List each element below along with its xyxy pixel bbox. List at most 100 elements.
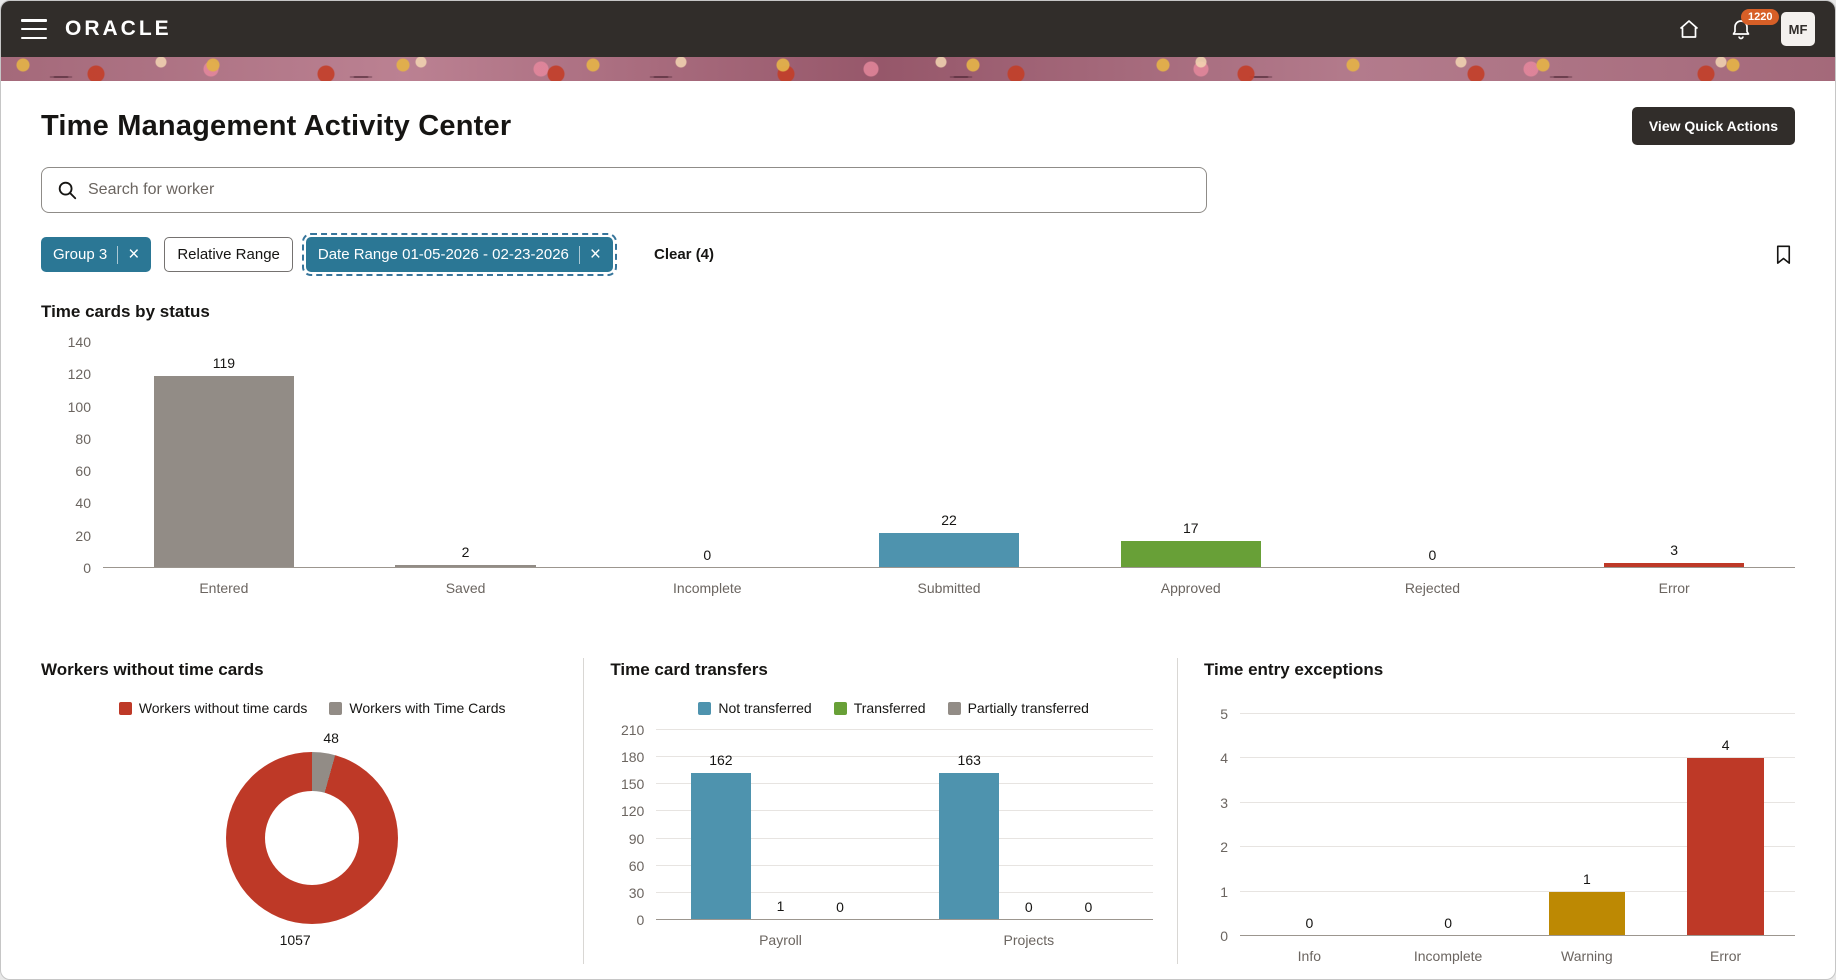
gridline <box>656 810 1153 812</box>
bar-value-label: 0 <box>1444 915 1453 931</box>
legend-label: Transferred <box>853 700 926 716</box>
y-tick-label: 3 <box>1220 794 1228 811</box>
gridline <box>656 891 1153 893</box>
y-tick-label: 120 <box>67 366 91 383</box>
bar-slot: 0 <box>810 730 870 920</box>
bar-slot: 119 <box>153 342 294 568</box>
bar-warning[interactable] <box>1548 891 1626 936</box>
bar-slot: 0 <box>999 730 1059 920</box>
x-category-label: Rejected <box>1404 580 1461 596</box>
bar-error[interactable] <box>1604 563 1745 568</box>
bottom-charts-row: Workers without time cards Workers witho… <box>41 658 1795 979</box>
bar-projects[interactable] <box>939 772 1000 920</box>
x-axis-spacer <box>610 920 656 948</box>
bar-slot: 3 <box>1604 342 1745 568</box>
x-category-label: Entered <box>199 580 249 596</box>
y-tick-label: 0 <box>1220 928 1228 944</box>
y-tick-label: 5 <box>1220 706 1228 722</box>
workers-without-time-cards-chart: Workers without time cards Workers with T… <box>41 700 583 948</box>
category-projects: 163 0 0 <box>905 730 1153 920</box>
legend-label: Not transferred <box>718 700 812 716</box>
legend-item: Transferred <box>833 700 926 716</box>
categories: 119 2 0 22 17 0 3 <box>103 342 1795 568</box>
gridline <box>1239 757 1795 759</box>
bar-value-label: 0 <box>1024 899 1033 915</box>
legend-item: Not transferred <box>698 700 812 716</box>
category-rejected: 0 <box>1312 342 1554 568</box>
bar-value-label: 2 <box>461 543 470 560</box>
donut-area: 48 1057 <box>41 730 583 948</box>
donut-ring[interactable] <box>226 752 399 924</box>
x-category-label: Incomplete <box>673 580 742 596</box>
axis-baseline <box>656 919 1153 920</box>
axis-baseline <box>1239 935 1795 936</box>
y-tick-label: 0 <box>83 560 91 576</box>
view-quick-actions-button[interactable]: View Quick Actions <box>1631 107 1795 145</box>
y-tick-label: 120 <box>620 803 645 820</box>
bar-payroll[interactable] <box>691 773 751 920</box>
legend-swatch <box>947 701 961 715</box>
bar-entered[interactable] <box>153 375 294 568</box>
search-input[interactable] <box>88 181 1192 199</box>
filters-row: Group 3 × Relative Range Date Range 01-0… <box>41 233 1795 276</box>
plot-area: 162 1 0 163 0 0 <box>656 729 1153 920</box>
section-title-time-card-transfers: Time card transfers <box>610 660 768 679</box>
chip-divider <box>578 245 580 264</box>
y-tick-label: 180 <box>620 749 645 766</box>
bar-value-label: 1 <box>1582 870 1591 887</box>
category-warning: 1 <box>1517 714 1656 936</box>
bookmark-icon[interactable] <box>1772 243 1795 266</box>
legend-item: Partially transferred <box>947 700 1089 716</box>
search-bar[interactable] <box>41 167 1207 213</box>
gridline <box>1239 846 1795 848</box>
y-tick-label: 4 <box>1220 750 1228 767</box>
category-incomplete: 0 <box>586 342 828 568</box>
y-tick-label: 20 <box>75 527 91 544</box>
bar-slot: 1 <box>750 730 811 920</box>
y-axis: 0 30 60 90 120 150 180 210 <box>610 722 656 928</box>
x-axis-spacer <box>41 568 103 596</box>
bar-value-label: 0 <box>703 547 712 563</box>
filter-chip-label: Relative Range <box>177 246 280 263</box>
bar-value-label: 0 <box>1305 915 1314 931</box>
category-entered: 119 <box>103 342 345 568</box>
bar-approved[interactable] <box>1120 540 1261 568</box>
donut-value-label: 1057 <box>279 932 311 948</box>
donut-hole <box>265 791 360 885</box>
bar-error[interactable] <box>1687 758 1764 936</box>
y-tick-label: 210 <box>620 722 645 738</box>
filter-chip-date-range[interactable]: Date Range 01-05-2026 - 02-23-2026 × <box>301 233 618 276</box>
notification-badge: 1220 <box>1741 9 1780 26</box>
filter-chip-group3[interactable]: Group 3 × <box>41 237 152 272</box>
donut-value-label: 48 <box>323 730 339 746</box>
y-tick-label: 1 <box>1220 883 1228 900</box>
gridline <box>1239 801 1795 803</box>
x-category-label: Submitted <box>917 580 981 596</box>
remove-filter-icon[interactable]: × <box>128 244 140 265</box>
home-icon[interactable] <box>1677 17 1701 41</box>
bar-value-label: 3 <box>1670 542 1679 559</box>
bar-slot: 163 <box>939 730 1000 920</box>
bar-slot: 0 <box>1059 730 1119 920</box>
x-category-label: Error <box>1658 580 1690 596</box>
notifications-bell-icon[interactable]: 1220 <box>1729 9 1780 41</box>
bar-submitted[interactable] <box>878 532 1020 568</box>
time-entry-exceptions-chart: 0 1 2 3 4 5 0 0 1 4 Info Incomplete Warning Error <box>1204 706 1795 964</box>
x-category-label: Approved <box>1160 580 1221 596</box>
bar-value-label: 0 <box>1428 547 1437 563</box>
gridline <box>656 783 1153 785</box>
category-payroll: 162 1 0 <box>656 730 904 920</box>
bar-value-label: 119 <box>212 354 236 371</box>
category-approved: 17 <box>1070 342 1312 568</box>
hamburger-menu-icon[interactable] <box>21 19 47 39</box>
y-axis: 0 1 2 3 4 5 <box>1204 706 1240 944</box>
clear-filters-button[interactable]: Clear (4) <box>654 246 715 263</box>
bar-slot: 0 <box>637 342 777 568</box>
bar-saved[interactable] <box>395 564 536 568</box>
remove-filter-icon[interactable]: × <box>589 244 601 265</box>
gridline <box>1239 713 1795 714</box>
avatar[interactable]: MF <box>1781 12 1815 46</box>
plot-area: 0 0 1 4 <box>1239 713 1795 936</box>
y-tick-label: 150 <box>620 776 645 793</box>
filter-chip-relative-range[interactable]: Relative Range <box>164 237 293 272</box>
